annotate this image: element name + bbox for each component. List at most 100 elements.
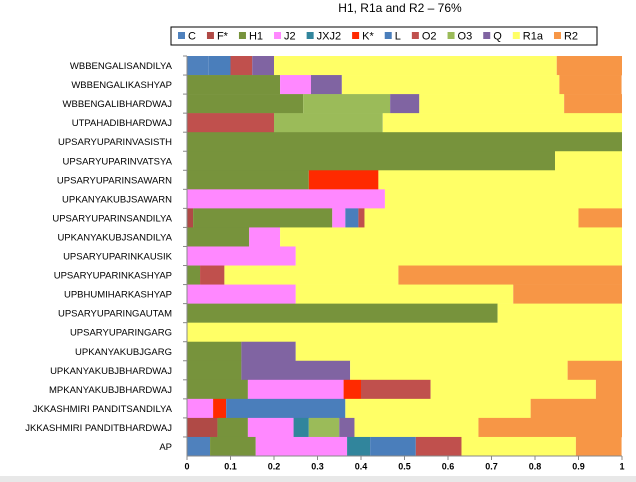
bar-segment bbox=[187, 170, 309, 190]
y-tick-label: UPSARYUPARINKASHYAP bbox=[54, 271, 172, 282]
y-tick-label: UPSARYUPARINKAUSIK bbox=[63, 252, 173, 263]
bar-segment bbox=[559, 75, 622, 95]
legend-swatch bbox=[352, 32, 360, 39]
y-tick-label: UPSARYUPARINGAUTAM bbox=[58, 309, 172, 320]
x-tick-label: 1 bbox=[619, 461, 624, 471]
x-tick-label: 0.9 bbox=[572, 461, 585, 471]
legend-box bbox=[170, 26, 598, 46]
y-tick-label: UPSARYUPARINSANDILYA bbox=[52, 213, 172, 224]
bar-segment bbox=[241, 341, 296, 362]
legend-label: O3 bbox=[458, 30, 473, 42]
bar-segment bbox=[247, 417, 294, 438]
legend-swatch bbox=[178, 32, 185, 39]
bar-segment bbox=[339, 417, 355, 438]
bar-segment bbox=[187, 379, 248, 400]
legend-label: F* bbox=[217, 30, 229, 42]
x-tick-label: 0.1 bbox=[224, 461, 237, 471]
bar-segment bbox=[187, 341, 242, 362]
bar-segment bbox=[513, 284, 622, 304]
bar-segment bbox=[478, 417, 622, 438]
bar-segment bbox=[310, 75, 342, 95]
x-tick-label: 0.7 bbox=[485, 461, 498, 471]
bar-segment bbox=[384, 189, 622, 209]
bar-segment bbox=[210, 436, 256, 457]
x-tick-label: 0.3 bbox=[311, 461, 324, 471]
legend-swatch bbox=[238, 32, 246, 39]
bar-segment bbox=[341, 75, 560, 95]
bar-segment bbox=[230, 56, 253, 76]
y-tick-label: UTPAHADIBHARDWAJ bbox=[72, 118, 173, 129]
x-tick-label: 0.5 bbox=[398, 461, 411, 471]
bar-segment bbox=[564, 94, 622, 114]
legend-swatch bbox=[206, 32, 214, 39]
bar-segment bbox=[226, 398, 346, 419]
legend-swatch bbox=[447, 32, 455, 39]
bar-segment bbox=[556, 56, 622, 76]
bar-segment bbox=[241, 360, 351, 381]
bar-segment bbox=[430, 379, 596, 400]
bar-segment bbox=[295, 284, 514, 304]
x-tick-label: 0 bbox=[184, 461, 189, 471]
bar-segment bbox=[530, 398, 622, 419]
bar-segment bbox=[187, 151, 556, 171]
bar-segment bbox=[370, 436, 416, 457]
bar-segment bbox=[187, 303, 498, 323]
x-tick-label: 0.2 bbox=[268, 461, 281, 471]
bar-segment bbox=[187, 265, 201, 285]
legend-swatch bbox=[483, 32, 491, 39]
bar-segment bbox=[274, 113, 383, 133]
y-tick-label: UPKANYAKUBJSANDILYA bbox=[57, 232, 172, 243]
bar-segment bbox=[390, 94, 420, 114]
legend-swatch bbox=[512, 32, 520, 39]
legend-label: L bbox=[395, 30, 401, 42]
bar-segment bbox=[187, 436, 211, 457]
bar-segment bbox=[415, 436, 462, 457]
bar-segment bbox=[345, 208, 359, 228]
bar-segment bbox=[364, 208, 579, 228]
y-tick-label: UPSARYUPARINSAWARN bbox=[57, 175, 172, 186]
bar-segment bbox=[358, 208, 365, 228]
bar-segment bbox=[578, 208, 622, 228]
bar-segment bbox=[567, 360, 622, 381]
y-tick-label: MPKANYAKUBJBHARDWAJ bbox=[49, 385, 172, 396]
y-tick-label: UPBHUMIHARKASHYAP bbox=[64, 290, 172, 301]
y-tick-label: UPKANYAKUBJSAWARN bbox=[62, 194, 172, 205]
y-tick-label: UPSARYUPARINGARG bbox=[70, 328, 172, 339]
legend-swatch bbox=[411, 32, 419, 39]
legend-label: Q bbox=[493, 30, 502, 42]
bar-segment bbox=[187, 113, 274, 133]
bar-segment bbox=[497, 303, 622, 323]
x-tick-label: 0.8 bbox=[529, 461, 542, 471]
legend-label: R1a bbox=[523, 30, 544, 42]
bar-segment bbox=[575, 436, 622, 457]
legend-label: R2 bbox=[564, 30, 578, 42]
bar-segment bbox=[187, 227, 250, 247]
bar-segment bbox=[224, 265, 399, 285]
bar-segment bbox=[295, 341, 622, 362]
bar-segment bbox=[350, 360, 568, 381]
y-tick-label: JKKASHMIRI PANDITBHARDWAJ bbox=[25, 423, 172, 434]
bar-segment bbox=[280, 75, 311, 95]
legend-label: K* bbox=[362, 30, 374, 42]
bar-segment bbox=[187, 360, 242, 381]
bar-segment bbox=[213, 398, 227, 419]
bar-segment bbox=[187, 56, 209, 76]
bar-segment bbox=[555, 151, 622, 171]
bar-segment bbox=[208, 56, 231, 76]
bar-segment bbox=[303, 94, 391, 114]
bar-segment bbox=[187, 322, 622, 343]
y-tick-label: WBBENGALIBHARDWAJ bbox=[63, 99, 173, 110]
bar-segment bbox=[343, 379, 361, 400]
x-tick-label: 0.6 bbox=[442, 461, 455, 471]
bar-segment bbox=[361, 379, 431, 400]
y-tick-label: UPKANYAKUBJGARG bbox=[75, 347, 172, 358]
bar-segment bbox=[187, 284, 296, 304]
bar-segment bbox=[187, 189, 385, 209]
bar-segment bbox=[255, 436, 348, 457]
bar-segment bbox=[419, 94, 565, 114]
bar-segment bbox=[595, 379, 622, 400]
bar-segment bbox=[382, 113, 622, 133]
bar-segment bbox=[187, 208, 194, 228]
bar-segment bbox=[378, 170, 622, 190]
bar-segment bbox=[252, 56, 274, 76]
